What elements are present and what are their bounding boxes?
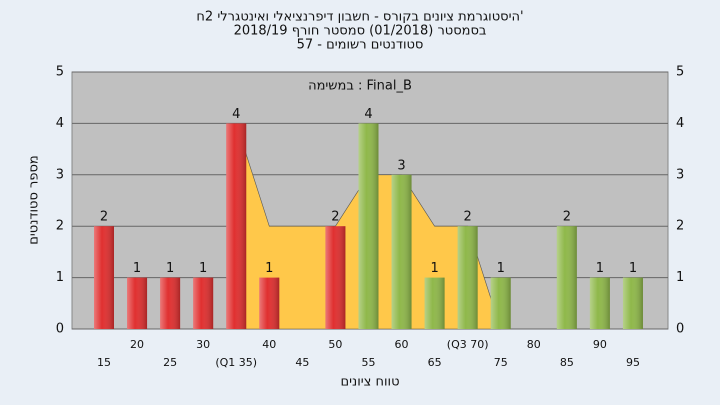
y-tick-label: 5 (56, 65, 64, 80)
data-label: 1 (133, 261, 141, 276)
data-label: 2 (331, 210, 339, 225)
y-tick-label: 2 (56, 219, 64, 234)
bar-shade (457, 226, 478, 329)
bar-shade (325, 226, 346, 329)
x-tick-label: 20 (130, 338, 144, 351)
data-label: 3 (397, 158, 405, 173)
x-tick-label: 40 (262, 338, 276, 351)
data-label: 1 (629, 261, 637, 276)
x-axis-label: טווח ציונים (340, 375, 399, 390)
x-tick-label: 90 (593, 338, 607, 351)
x-tick-label: 15 (97, 356, 111, 369)
y-tick-label: 4 (56, 116, 64, 131)
x-tick-label: 45 (295, 356, 309, 369)
x-tick-label: 55 (361, 356, 375, 369)
data-label: 1 (166, 261, 174, 276)
bar-shade (589, 277, 610, 329)
data-label: 1 (497, 261, 505, 276)
data-label: 1 (596, 261, 604, 276)
y-tick-label: 0 (56, 322, 64, 337)
bar-shade (226, 123, 247, 330)
bar-shade (127, 277, 148, 329)
data-label: 1 (430, 261, 438, 276)
y-tick-label: 2 (676, 219, 684, 234)
x-tick-label: 95 (626, 356, 640, 369)
bar-shade (424, 277, 445, 329)
data-label: 4 (364, 107, 372, 122)
y-tick-label: 1 (56, 270, 64, 285)
data-label: 2 (100, 210, 108, 225)
data-label: 2 (464, 210, 472, 225)
chart-subtitle: סטודנטים רשומים - 57 (297, 38, 424, 53)
x-tick-label: (Q3 70) (447, 338, 489, 351)
x-tick-label: 75 (494, 356, 508, 369)
bar-shade (490, 277, 511, 329)
chart-title: 'היסטוגרמת ציונים בקורס - חשבון דיפרנציא… (196, 10, 523, 25)
x-tick-label: 50 (328, 338, 342, 351)
x-tick-label: 25 (163, 356, 177, 369)
y-tick-label: 3 (676, 167, 684, 182)
bar-shade (193, 277, 214, 329)
y-tick-label: 4 (676, 116, 684, 131)
x-tick-label: (Q1 35) (215, 356, 257, 369)
x-tick-label: 85 (560, 356, 574, 369)
y-tick-label: 0 (676, 322, 684, 337)
bar-shade (94, 226, 114, 329)
bar-shade (259, 277, 280, 329)
x-tick-label: 80 (527, 338, 541, 351)
bar-shade (358, 123, 379, 330)
y-tick-label: 1 (676, 270, 684, 285)
annotation: Final_B : במשימה (308, 79, 412, 94)
x-tick-label: 65 (428, 356, 442, 369)
y-tick-label: 5 (676, 65, 684, 80)
y-axis-label: מספר סטודנטים (27, 155, 42, 245)
data-label: 1 (199, 261, 207, 276)
y-tick-label: 3 (56, 167, 64, 182)
data-label: 2 (563, 210, 571, 225)
data-label: 4 (232, 107, 240, 122)
bar-shade (622, 277, 643, 329)
bar-shade (556, 226, 577, 329)
bar-shade (391, 174, 412, 329)
data-label: 1 (265, 261, 273, 276)
x-tick-label: 30 (196, 338, 210, 351)
x-tick-label: 60 (395, 338, 409, 351)
chart-subtitle: בסמסטר (01/2018) סמסטר חורף 2018/19 (234, 24, 487, 39)
bar-shade (160, 277, 181, 329)
